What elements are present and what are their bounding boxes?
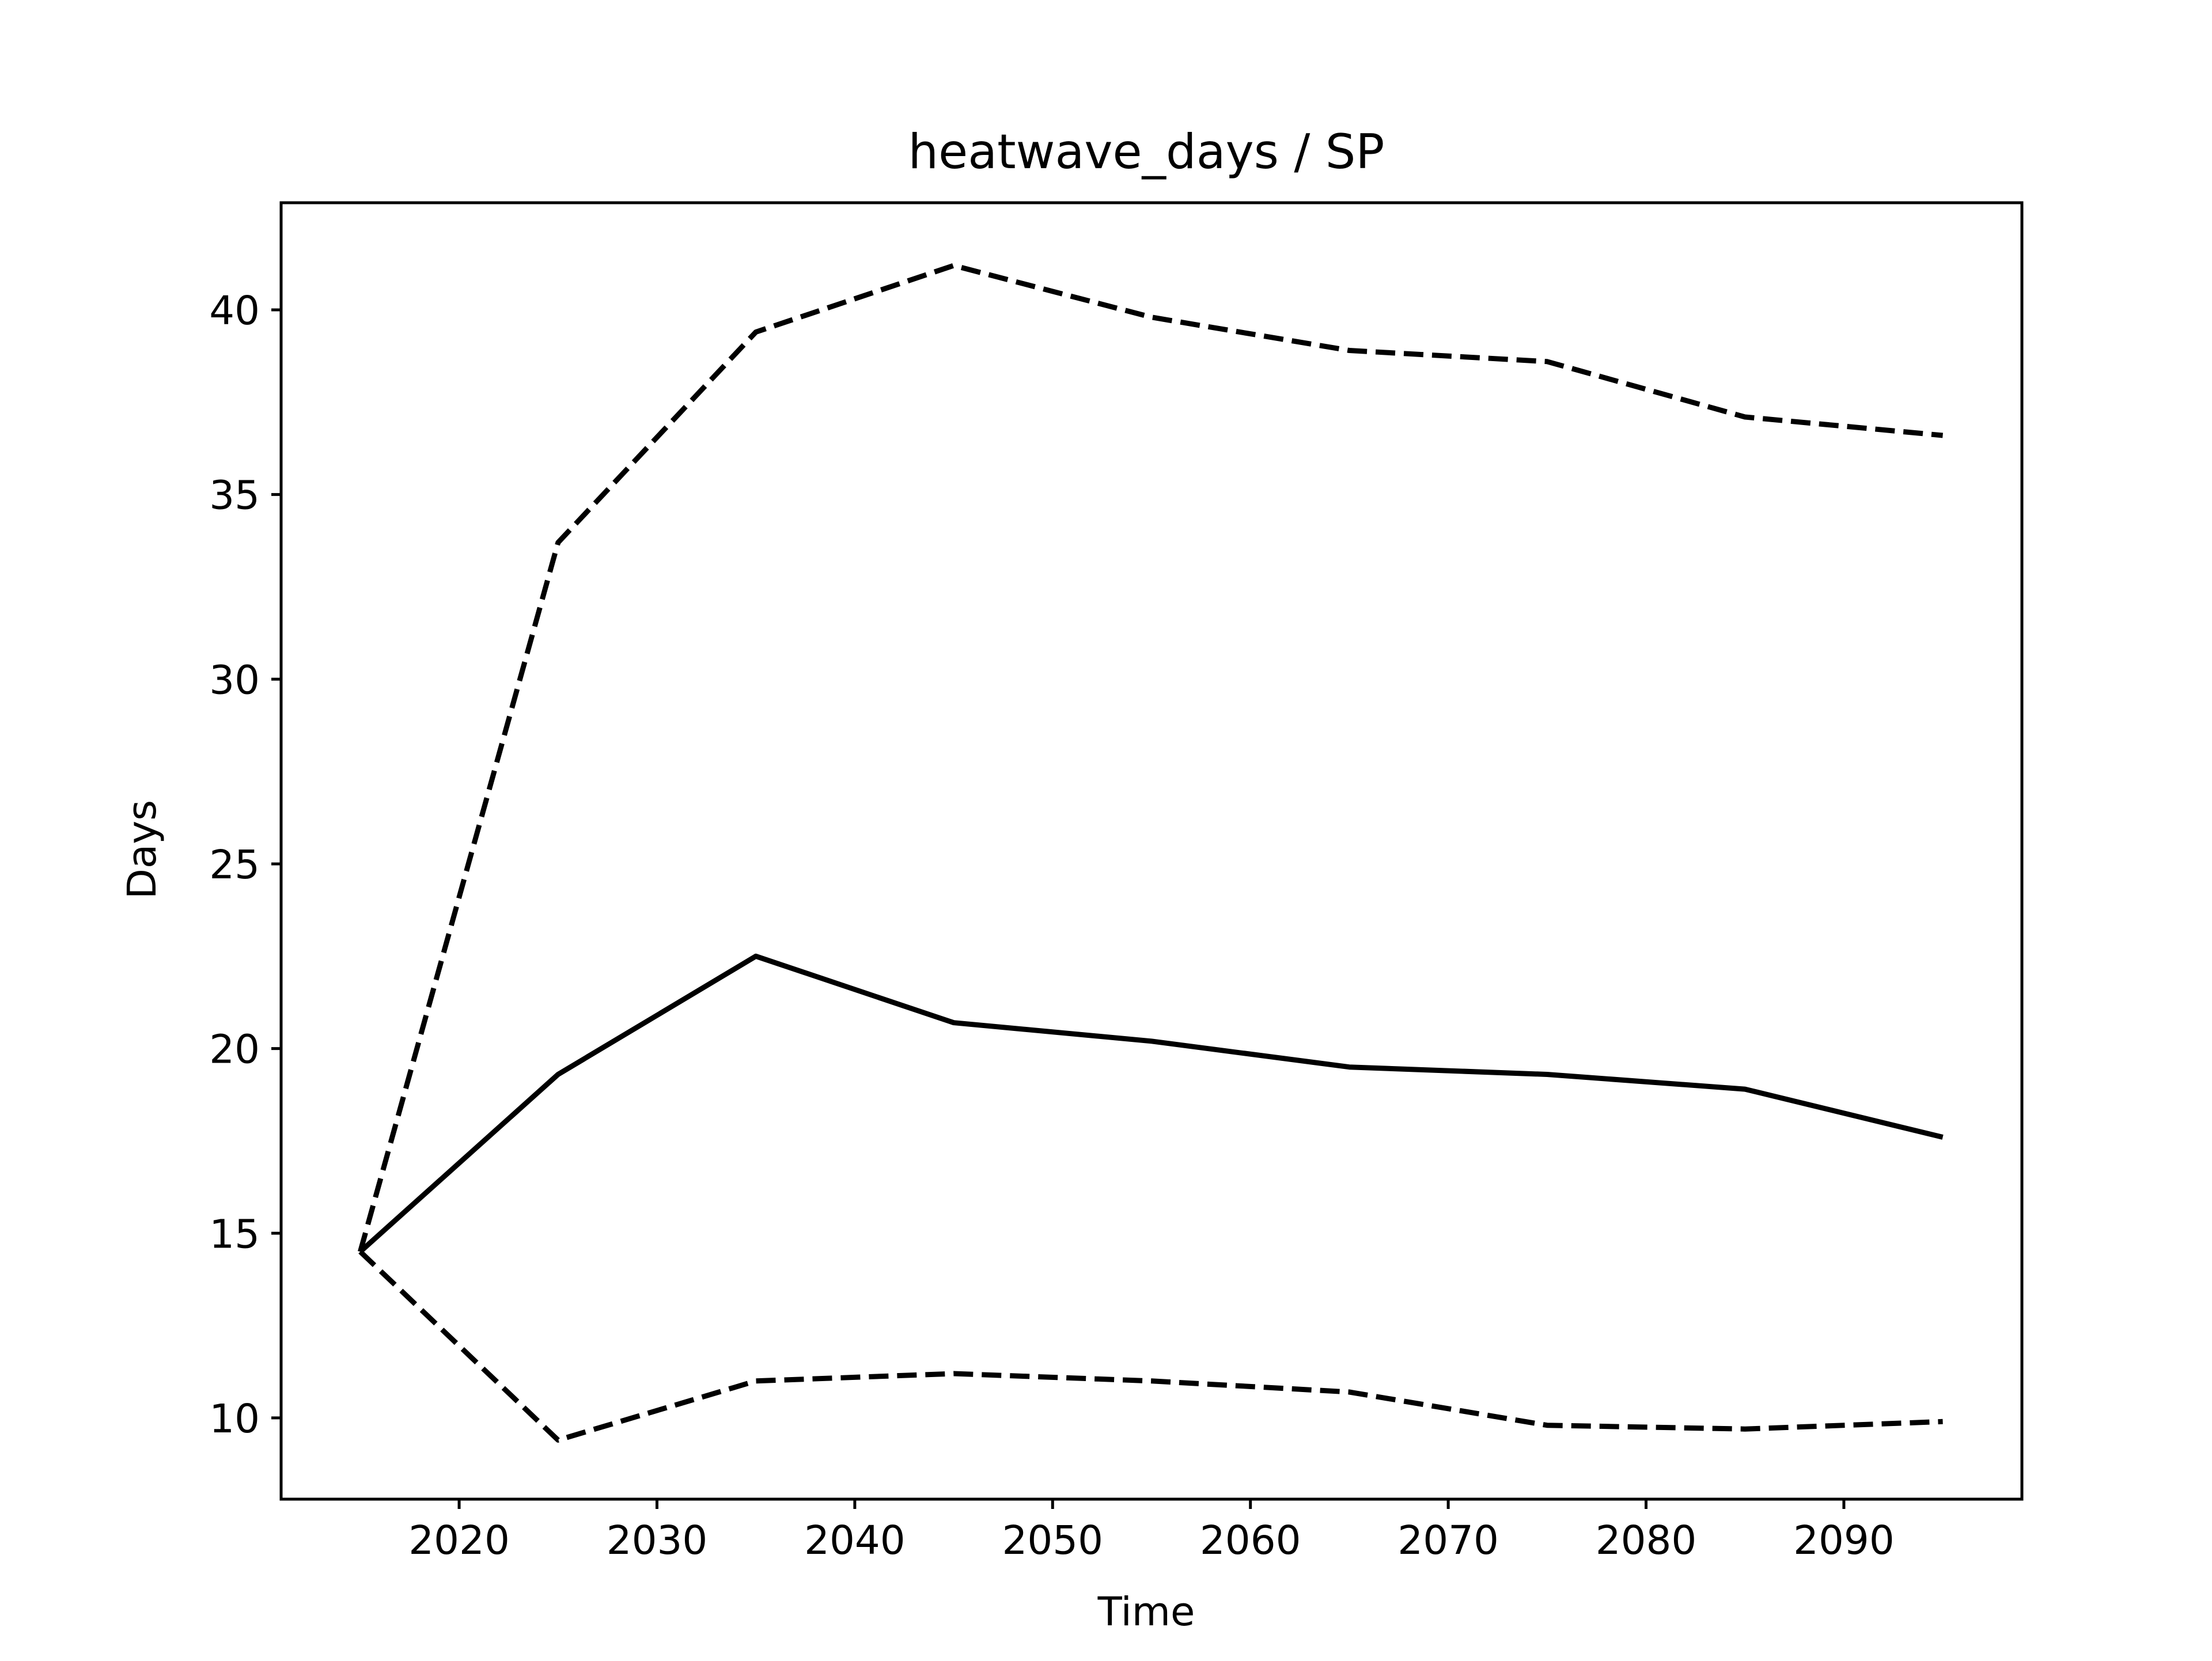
axes-frame bbox=[279, 201, 2024, 1501]
x-axis-label: Time bbox=[1097, 1589, 1195, 1635]
x-tick-label: 2080 bbox=[1596, 1518, 1697, 1564]
plot-area: 2020 2030 2040 2050 2060 2070 2080 2090 10 15 20 25… bbox=[209, 201, 2024, 1564]
x-tick-label: 2040 bbox=[804, 1518, 906, 1564]
x-tick-label: 2050 bbox=[1002, 1518, 1103, 1564]
x-tick-label: 2060 bbox=[1200, 1518, 1301, 1564]
x-tick-label: 2070 bbox=[1397, 1518, 1499, 1564]
chart-title: heatwave_days / SP bbox=[908, 124, 1385, 180]
y-tick-label: 25 bbox=[209, 842, 260, 888]
y-tick-label: 10 bbox=[209, 1396, 260, 1442]
y-tick-label: 40 bbox=[209, 288, 260, 334]
y-tick-label: 20 bbox=[209, 1027, 260, 1073]
series-line-3 bbox=[358, 1250, 1943, 1443]
y-tick-label: 35 bbox=[209, 473, 260, 519]
y-tick-label: 30 bbox=[209, 657, 260, 703]
y-axis-label: Days bbox=[119, 800, 165, 899]
x-tick-label: 2030 bbox=[607, 1518, 708, 1564]
y-tick-label: 15 bbox=[209, 1211, 260, 1257]
series-line-1 bbox=[358, 953, 1944, 1254]
x-tick-label: 2020 bbox=[408, 1518, 510, 1564]
x-tick-label: 2090 bbox=[1793, 1518, 1895, 1564]
series-line-2 bbox=[358, 263, 1944, 1253]
